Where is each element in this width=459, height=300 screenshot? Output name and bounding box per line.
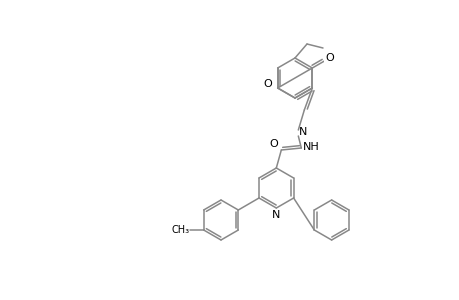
Text: O: O [325, 53, 333, 63]
Text: O: O [269, 139, 277, 149]
Text: O: O [263, 79, 271, 89]
Text: NH: NH [302, 142, 319, 152]
Text: N: N [272, 210, 280, 220]
Text: CH₃: CH₃ [171, 225, 189, 235]
Text: N: N [298, 127, 307, 137]
